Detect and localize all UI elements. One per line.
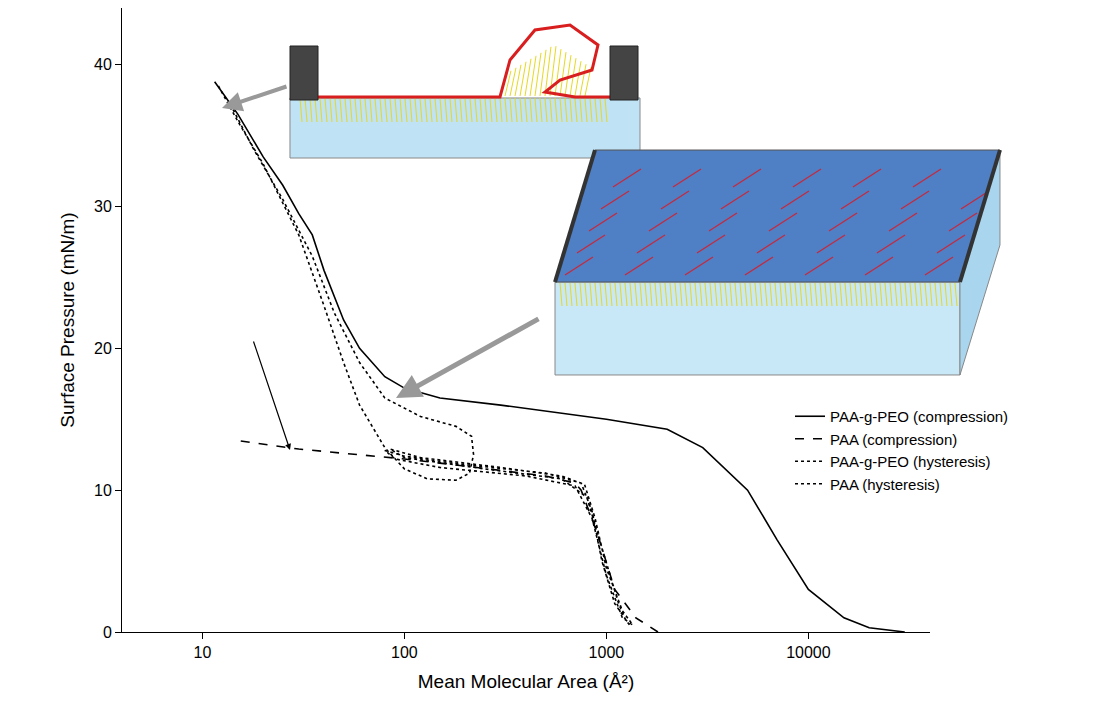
svg-text:1000: 1000 — [589, 644, 625, 661]
svg-text:PAA-g-PEO (hysteresis): PAA-g-PEO (hysteresis) — [830, 453, 991, 470]
svg-text:Surface Pressure (mN/m): Surface Pressure (mN/m) — [57, 212, 78, 427]
svg-text:10000: 10000 — [786, 644, 831, 661]
svg-text:100: 100 — [391, 644, 418, 661]
svg-text:10: 10 — [193, 644, 211, 661]
svg-text:30: 30 — [94, 198, 112, 215]
svg-text:10: 10 — [94, 482, 112, 499]
svg-text:20: 20 — [94, 340, 112, 357]
svg-text:PAA-g-PEO (compression): PAA-g-PEO (compression) — [830, 408, 1008, 425]
svg-text:0: 0 — [103, 624, 112, 641]
svg-text:PAA (compression): PAA (compression) — [830, 431, 957, 448]
svg-text:Mean Molecular Area (Å²): Mean Molecular Area (Å²) — [418, 671, 634, 692]
svg-text:40: 40 — [94, 56, 112, 73]
svg-text:PAA (hysteresis): PAA (hysteresis) — [830, 476, 940, 493]
